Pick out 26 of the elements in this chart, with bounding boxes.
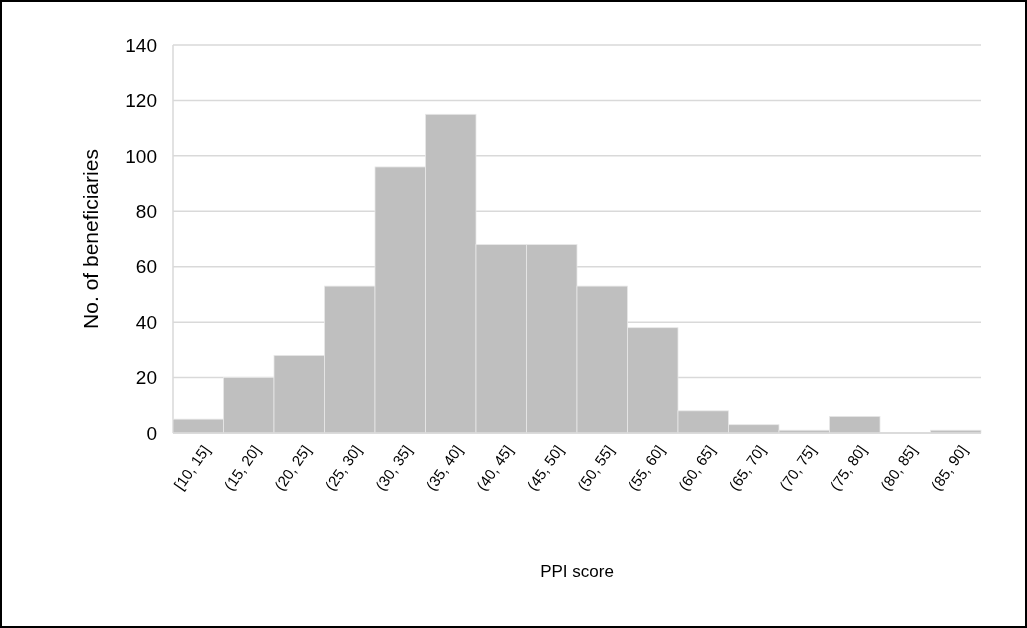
y-axis-title: No. of beneficiaries: [79, 149, 102, 329]
x-tick-label: (35, 40]: [422, 441, 466, 494]
y-tick-label: 140: [125, 34, 157, 56]
y-tick-label: 0: [146, 422, 157, 444]
y-tick-label: 80: [135, 200, 157, 222]
x-tick-label: (75, 80]: [826, 441, 870, 494]
x-tick-label: (40, 45]: [472, 441, 517, 494]
x-tick-label: (45, 50]: [523, 441, 567, 494]
x-tick-label: (60, 65]: [674, 441, 719, 494]
y-tick-label: 100: [125, 145, 157, 167]
x-tick-label: [10, 15]: [170, 441, 214, 493]
x-tick-label: (85, 90]: [927, 441, 971, 494]
x-tick-label: (70, 75]: [775, 441, 820, 494]
x-tick-label: (65, 70]: [725, 441, 769, 494]
x-tick-label: (20, 25]: [270, 441, 315, 494]
y-tick-label: 20: [135, 367, 157, 389]
x-tick-label: (55, 60]: [624, 441, 668, 494]
x-tick-label: (50, 55]: [573, 441, 618, 494]
x-tick-label: (80, 85]: [876, 441, 921, 494]
x-tick-label: (30, 35]: [371, 441, 416, 494]
x-tick-label: (25, 30]: [321, 441, 365, 494]
y-tick-label: 120: [125, 90, 157, 112]
x-tick-label: (15, 20]: [220, 441, 264, 494]
y-tick-label: 40: [135, 311, 157, 333]
y-tick-label: 60: [135, 256, 157, 278]
x-axis-title: PPI score: [540, 562, 614, 581]
